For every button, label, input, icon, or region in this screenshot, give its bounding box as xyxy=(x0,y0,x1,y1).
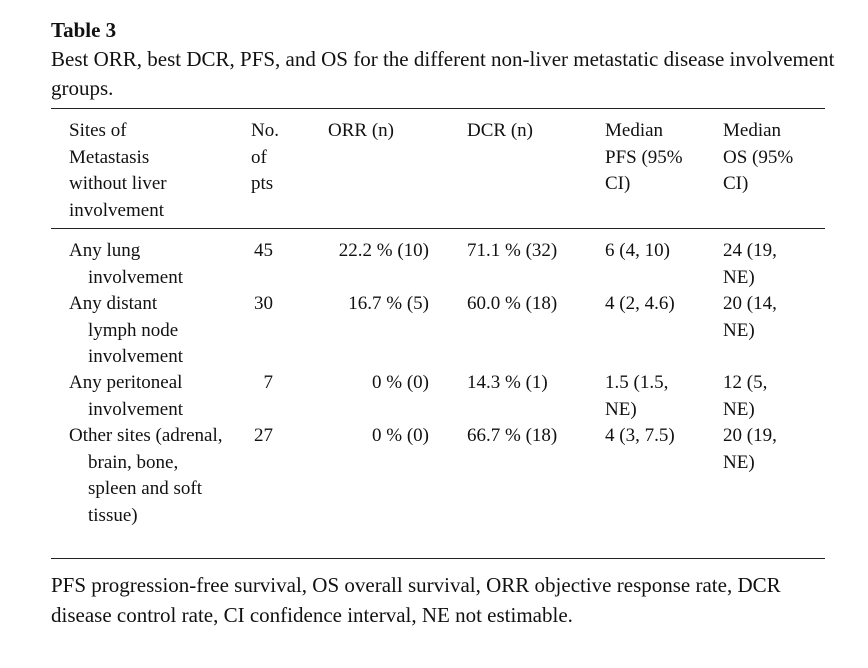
header-os: Median OS (95% CI) xyxy=(723,118,807,198)
header-pfs-label: Median PFS (95% CI) xyxy=(605,120,683,194)
row-site-label: Other sites (adrenal, brain, bone, splee… xyxy=(69,425,223,526)
row-site-label: Any peritoneal involvement xyxy=(69,372,183,420)
row-pfs: 6 (4, 10) xyxy=(605,240,670,261)
row-dcr: 66.7 % (18) xyxy=(467,425,558,446)
row-site: Other sites (adrenal, brain, bone, splee… xyxy=(69,423,229,529)
row-orr: 0 % (0) xyxy=(372,372,429,393)
header-pts: No. of pts xyxy=(251,118,285,198)
row-os: 24 (19, NE) xyxy=(723,240,777,288)
row-pfs: 4 (3, 7.5) xyxy=(605,425,675,446)
row-pfs: 1.5 (1.5, NE) xyxy=(605,372,669,420)
header-site: Sites of Metastasis without liver involv… xyxy=(69,118,199,224)
row-pts-value: 7 xyxy=(263,372,274,393)
table-title: Table 3 xyxy=(51,18,117,42)
row-site-label: Any lung involvement xyxy=(69,240,183,288)
row-pfs: 4 (2, 4.6) xyxy=(605,293,675,314)
row-site: Any distant lymph node involvement xyxy=(69,291,209,371)
row-pts: 45 xyxy=(251,238,287,265)
header-site-label: Sites of Metastasis without liver involv… xyxy=(69,120,167,221)
row-site-label: Any distant lymph node involvement xyxy=(69,293,183,367)
header-pts-label: No. of pts xyxy=(251,120,279,194)
header-rule xyxy=(51,228,825,229)
row-orr: 0 % (0) xyxy=(372,425,429,446)
top-rule xyxy=(51,108,825,109)
row-pts: 30 xyxy=(251,291,287,318)
header-pfs: Median PFS (95% CI) xyxy=(605,118,697,198)
row-os: 12 (5, NE) xyxy=(723,372,768,420)
row-os: 20 (14, NE) xyxy=(723,293,777,341)
row-dcr: 71.1 % (32) xyxy=(467,240,558,261)
row-site: Any lung involvement xyxy=(69,238,219,291)
header-orr-label: ORR (n) xyxy=(328,120,394,141)
header-dcr-label: DCR (n) xyxy=(467,120,533,141)
header-orr: ORR (n) xyxy=(328,118,448,145)
table-footnote: PFS progression-free survival, OS overal… xyxy=(51,573,781,627)
row-orr: 22.2 % (10) xyxy=(338,240,429,261)
row-os: 20 (19, NE) xyxy=(723,425,777,473)
row-pts-value: 30 xyxy=(254,293,273,314)
table-caption: Best ORR, best DCR, PFS, and OS for the … xyxy=(51,47,835,100)
row-pts: 7 xyxy=(251,370,287,397)
header-os-label: Median OS (95% CI) xyxy=(723,120,794,194)
header-dcr: DCR (n) xyxy=(467,118,591,145)
row-site: Any peritoneal involvement xyxy=(69,370,219,423)
bottom-rule xyxy=(51,558,825,559)
row-pts-value: 45 xyxy=(254,240,273,261)
row-orr: 16.7 % (5) xyxy=(348,293,429,314)
row-pts: 27 xyxy=(251,423,287,450)
row-dcr: 60.0 % (18) xyxy=(467,293,558,314)
row-dcr: 14.3 % (1) xyxy=(467,372,548,393)
row-pts-value: 27 xyxy=(254,425,273,446)
